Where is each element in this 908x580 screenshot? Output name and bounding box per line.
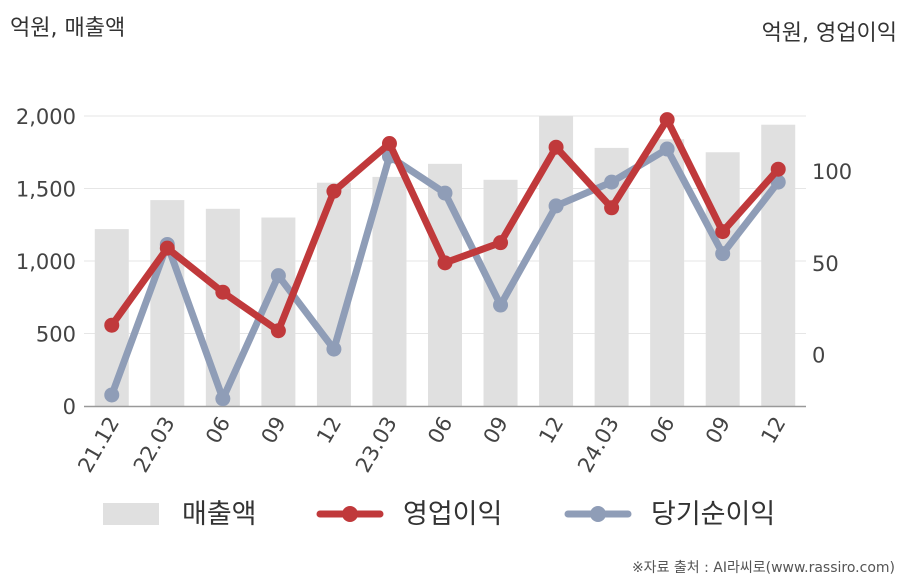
legend-item-net-income[interactable]: 당기순이익 <box>564 499 775 530</box>
right-axis-unit: 억원, 영업이익 <box>762 21 897 46</box>
net-income-point <box>493 297 509 313</box>
right-axis-tick-label: 0 <box>812 344 825 368</box>
x-axis-tick-label: 12 <box>312 413 346 448</box>
revenue-bar <box>483 179 518 406</box>
x-axis-tick-label: 06 <box>201 413 235 448</box>
legend-net-income-marker <box>590 506 606 522</box>
line-series <box>104 112 786 407</box>
revenue-bars <box>94 116 796 406</box>
operating-profit-point <box>604 200 620 216</box>
revenue-bar <box>428 163 462 406</box>
revenue-bar <box>150 200 185 406</box>
x-axis-tick-label: 12 <box>756 413 790 448</box>
x-axis-tick-label: 21.12 <box>73 413 124 477</box>
operating-profit-point <box>104 317 120 333</box>
operating-profit-point <box>159 240 175 256</box>
operating-profit-point <box>326 183 342 199</box>
operating-profit-point <box>770 161 786 177</box>
legend-revenue-swatch <box>103 503 159 525</box>
operating-profit-point <box>215 284 231 300</box>
operating-profit-point <box>493 235 509 251</box>
revenue-bar <box>261 217 296 406</box>
legend-net-income-label: 당기순이익 <box>651 499 775 530</box>
left-axis-tick-label: 1,000 <box>16 250 76 274</box>
operating-profit-point <box>437 255 453 271</box>
revenue-bar <box>705 152 740 406</box>
net-income-point <box>104 387 120 403</box>
operating-profit-point <box>270 323 286 339</box>
x-axis-tick-label: 12 <box>534 413 568 448</box>
right-axis-tick-label: 50 <box>812 252 839 276</box>
left-axis-tick-label: 500 <box>36 323 76 347</box>
x-axis-tick-label: 24.03 <box>573 413 624 477</box>
left-axis-tick-label: 1,500 <box>16 178 76 202</box>
operating-profit-point <box>659 112 675 128</box>
x-axis-tick-label: 09 <box>257 413 291 448</box>
right-axis-ticks: 0 50 100 <box>812 160 852 368</box>
net-income-point <box>715 246 731 262</box>
legend-operating-profit-label: 영업이익 <box>403 499 502 530</box>
left-axis-ticks: 0 500 1,000 1,500 2,000 <box>16 105 76 419</box>
x-axis-tick-label: 22.03 <box>129 413 180 477</box>
legend: 매출액 영업이익 당기순이익 <box>103 499 775 530</box>
legend-item-revenue[interactable]: 매출액 <box>103 499 257 530</box>
revenue-bar <box>94 229 129 406</box>
net-income-point <box>326 341 342 357</box>
revenue-bar <box>372 176 407 406</box>
source-note: ※자료 출처 : AI라씨로(www.rassiro.com) <box>632 560 895 576</box>
x-axis-tick-label: 06 <box>423 413 457 448</box>
net-income-point <box>437 185 453 201</box>
x-axis-ticks: 21.12 22.03 06 09 12 23.03 06 09 12 24.03 06 09 12 <box>73 413 790 477</box>
net-income-point <box>270 268 286 284</box>
left-axis-tick-label: 2,000 <box>16 105 76 129</box>
revenue-bar <box>650 139 685 406</box>
net-income-point <box>215 391 231 407</box>
net-income-point <box>548 198 564 214</box>
net-income-point <box>604 174 620 190</box>
legend-operating-profit-marker <box>342 506 358 522</box>
operating-profit-point <box>548 139 564 155</box>
left-axis-unit: 억원, 매출액 <box>10 16 125 41</box>
net-income-point <box>659 141 675 157</box>
legend-item-operating-profit[interactable]: 영업이익 <box>316 499 502 530</box>
right-axis-tick-label: 100 <box>812 160 852 184</box>
operating-profit-point <box>381 136 397 152</box>
legend-revenue-label: 매출액 <box>182 499 257 530</box>
x-axis-tick-label: 06 <box>645 413 679 448</box>
x-axis-tick-label: 23.03 <box>351 413 402 477</box>
left-axis-tick-label: 0 <box>63 395 76 419</box>
x-axis-tick-label: 09 <box>701 413 735 448</box>
x-axis-tick-label: 09 <box>479 413 513 448</box>
operating-profit-point <box>715 224 731 240</box>
